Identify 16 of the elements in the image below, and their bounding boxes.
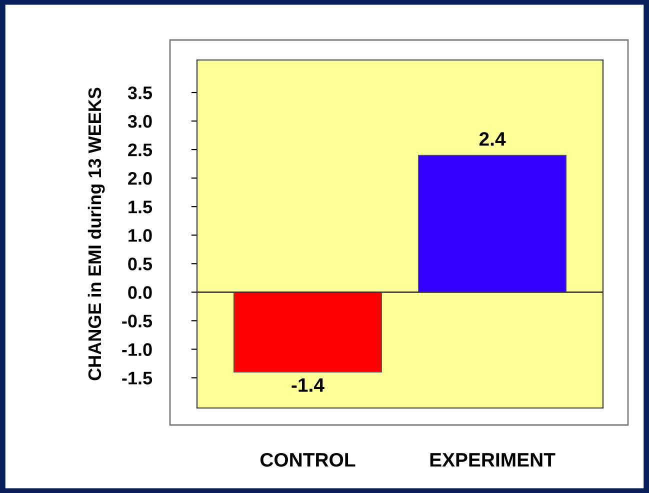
y-tick-label: 0.5	[128, 258, 152, 270]
y-tick-label: 3.5	[128, 86, 152, 100]
y-tick-label: 1.5	[128, 200, 152, 214]
y-tick-label: 2.0	[128, 172, 152, 185]
y-tick-label: -1.5	[122, 372, 152, 384]
y-tick-label: 0.0	[128, 286, 152, 299]
data-label: -1.4	[292, 378, 324, 392]
x-tick-label: EXPERIMENT	[430, 453, 556, 467]
y-tick-label: 3.0	[128, 114, 152, 128]
data-label: 2.4	[479, 132, 506, 146]
y-tick-label: -1.0	[122, 343, 152, 356]
y-tick-label: -0.5	[122, 314, 152, 328]
y-axis-title: CHANGE in EMI during 13 WEEKS	[88, 88, 105, 380]
y-tick-label: 2.5	[128, 144, 152, 156]
y-tick-label: 1.0	[128, 229, 152, 242]
x-tick-label: CONTROL	[260, 452, 356, 467]
